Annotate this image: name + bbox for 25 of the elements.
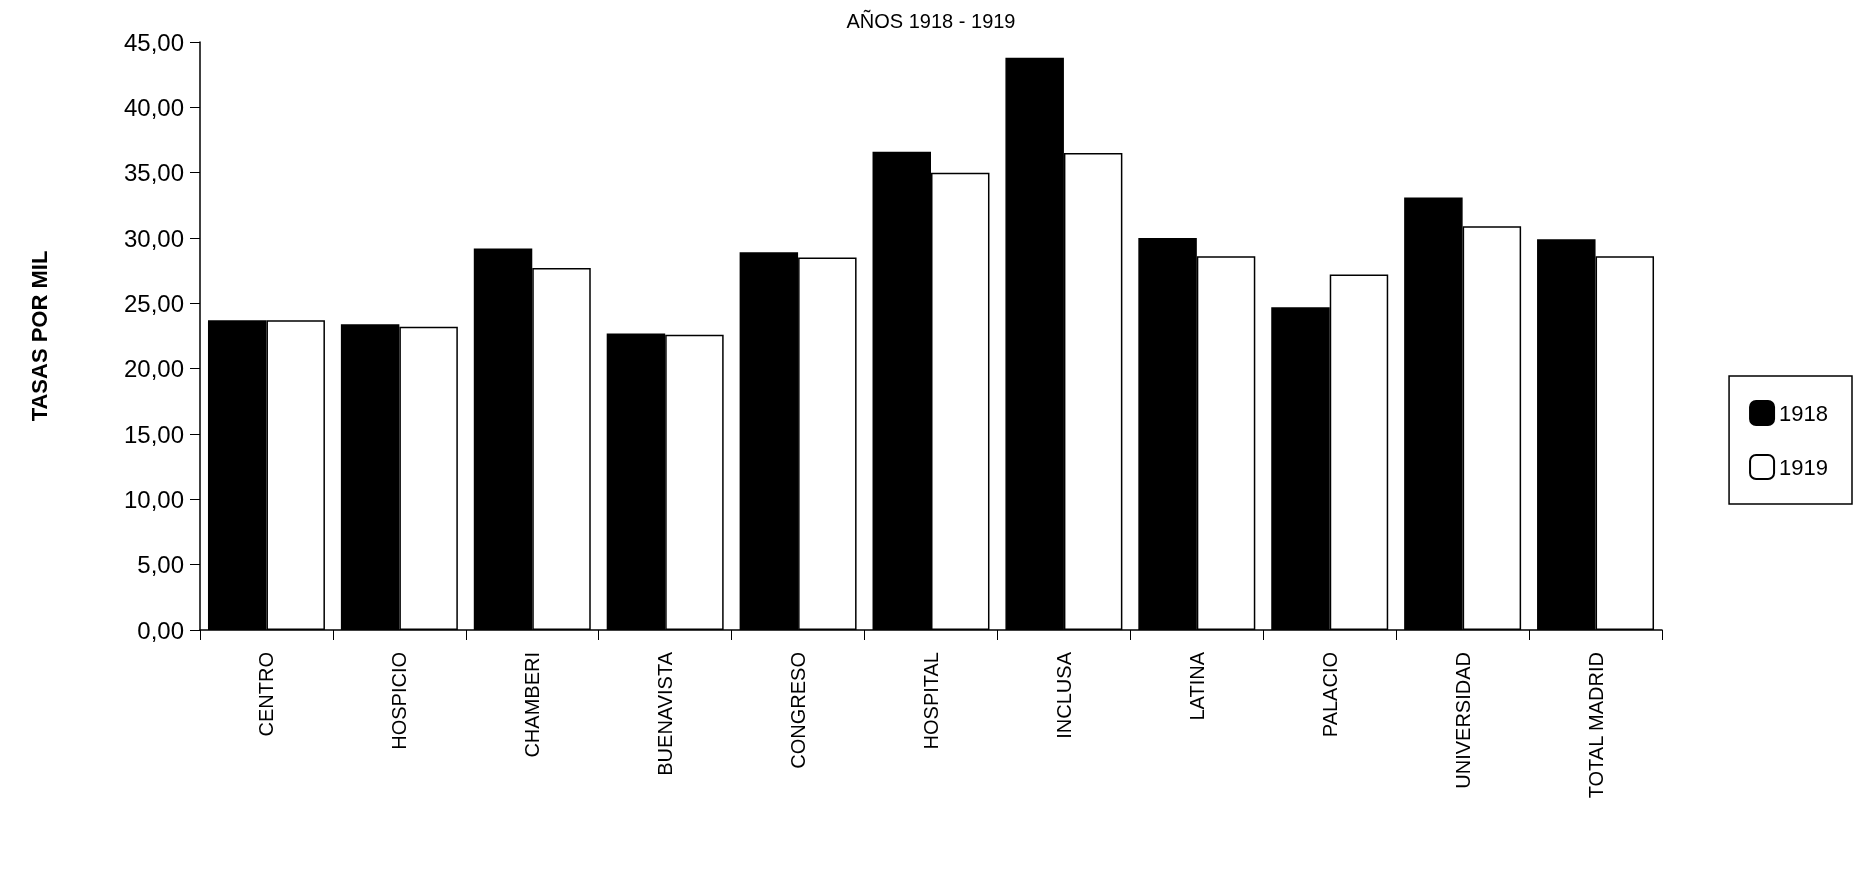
x-tick-label: CONGRESO — [787, 652, 810, 769]
y-tick-label: 15,00 — [123, 420, 184, 448]
legend-label: 1918 — [1779, 400, 1829, 426]
x-tick-label: PALACIO — [1318, 652, 1341, 738]
y-tick-label: 40,00 — [123, 93, 184, 121]
x-tick-label: LATINA — [1185, 651, 1208, 721]
x-tick-label: HOSPICIO — [388, 652, 411, 750]
y-tick-label: 20,00 — [123, 355, 184, 383]
y-tick-label: 30,00 — [123, 224, 184, 252]
x-tick-label: CENTRO — [255, 652, 278, 737]
y-tick-label: 5,00 — [137, 551, 184, 579]
y-tick-label: 45,00 — [123, 28, 184, 56]
y-tick-label: 25,00 — [123, 289, 184, 317]
y-axis-title: TASAS POR MIL — [26, 250, 52, 422]
x-tick-label: TOTAL MADRID — [1584, 652, 1607, 799]
legend-label: 1919 — [1779, 454, 1829, 480]
x-tick-label: CHAMBERI — [521, 652, 544, 758]
y-tick-label: 0,00 — [137, 616, 184, 644]
y-tick-label: 35,00 — [123, 159, 184, 187]
x-tick-label: INCLUSA — [1052, 651, 1075, 739]
x-tick-label: UNIVERSIDAD — [1451, 652, 1474, 789]
x-tick-label: BUENAVISTA — [654, 651, 677, 776]
chart-title: AÑOS 1918 - 1919 — [846, 9, 1016, 32]
x-tick-label: HOSPITAL — [920, 652, 942, 750]
y-tick-label: 10,00 — [123, 485, 184, 513]
